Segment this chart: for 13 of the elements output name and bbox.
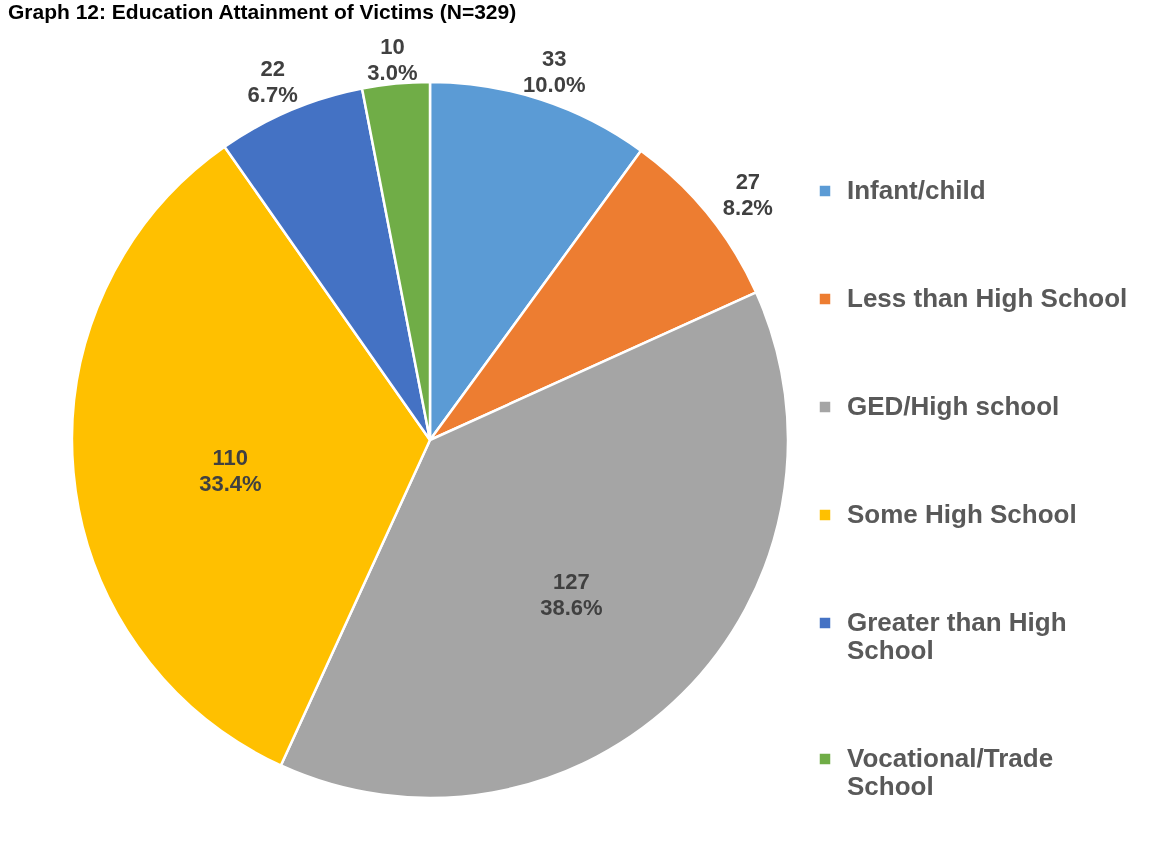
legend-label: Greater than High School [847,607,1067,665]
data-label: 110 33.4% [199,445,262,497]
legend-label: Vocational/Trade School [847,743,1054,801]
data-label: 10 3.0% [367,34,418,86]
legend-label: Less than High School [847,283,1128,313]
data-label: 27 8.2% [722,168,773,220]
legend-label: Infant/child [847,175,986,205]
chart-title: Graph 12: Education Attainment of Victims (N=329) [8,0,517,23]
data-label: 127 38.6% [540,569,603,621]
data-label: 22 6.7% [247,55,298,107]
legend-label: GED/High school [847,391,1060,421]
data-label: 33 10.0% [523,45,586,97]
legend-label: Some High School [847,499,1077,529]
